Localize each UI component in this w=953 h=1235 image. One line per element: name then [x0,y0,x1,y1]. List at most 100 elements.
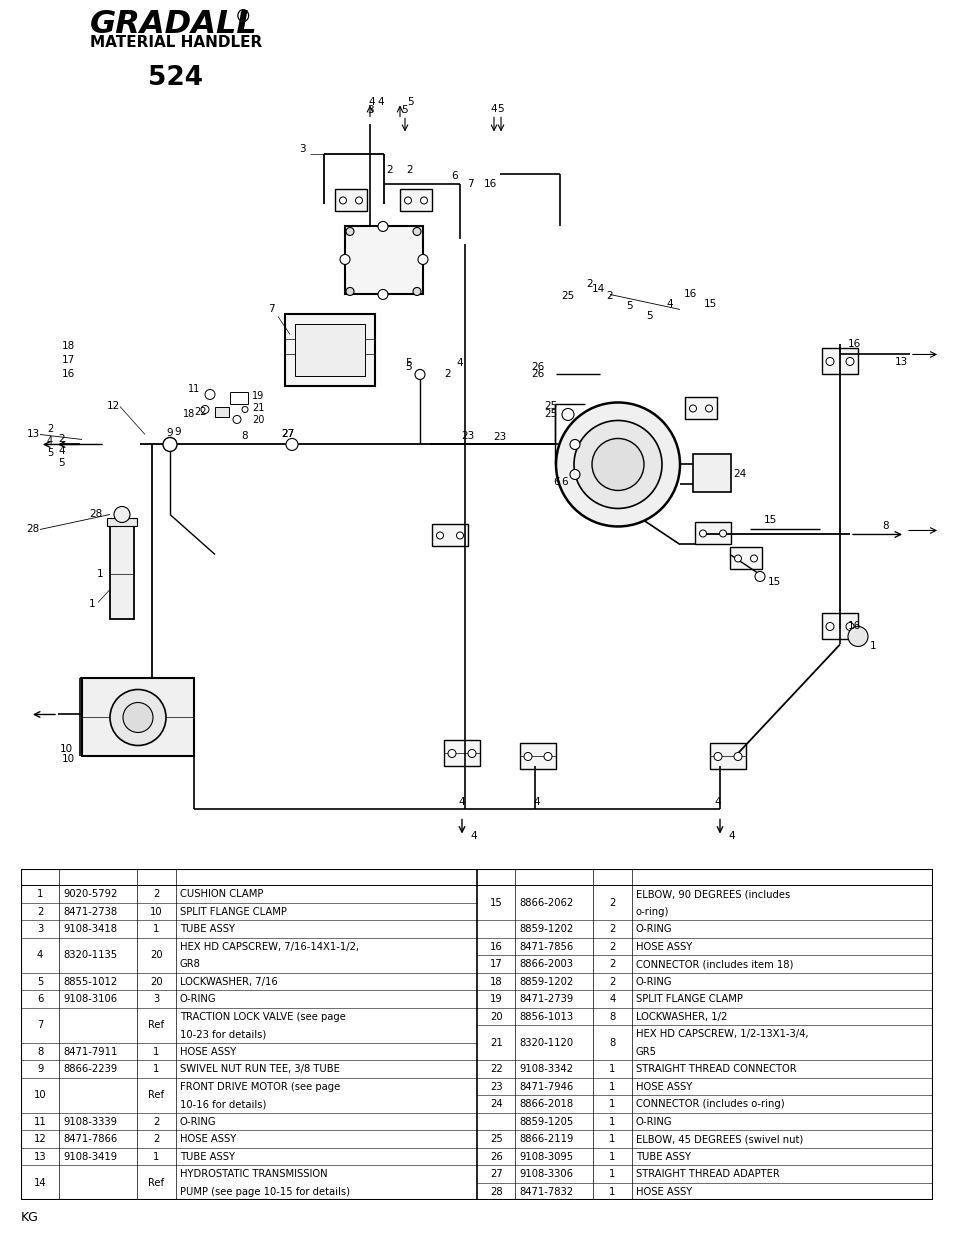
Text: 1: 1 [96,569,103,579]
Text: 19: 19 [489,994,502,1004]
Circle shape [689,405,696,412]
Bar [214,408,229,417]
Circle shape [201,405,209,414]
Circle shape [561,409,574,420]
Text: 23: 23 [461,431,475,441]
Text: 1: 1 [609,1152,615,1162]
Text: 22: 22 [489,1065,502,1074]
Text: 5: 5 [405,358,412,368]
Text: SPLIT FLANGE CLAMP: SPLIT FLANGE CLAMP [179,906,286,916]
Text: 8471-2738: 8471-2738 [63,906,117,916]
Circle shape [205,389,214,399]
Text: 28: 28 [90,510,103,520]
Text: HOSE ASSY: HOSE ASSY [179,1046,235,1057]
Circle shape [404,196,411,204]
Circle shape [377,289,388,299]
Text: 5: 5 [405,362,412,373]
Text: 9108-3339: 9108-3339 [63,1116,117,1126]
Text: 8866-2119: 8866-2119 [518,1134,573,1144]
Text: TUBE ASSY: TUBE ASSY [179,1152,234,1162]
Text: 23: 23 [489,1082,502,1092]
Text: 8471-2739: 8471-2739 [518,994,573,1004]
Circle shape [574,420,661,509]
Text: 7: 7 [268,305,274,315]
Bar [695,522,730,545]
Circle shape [713,752,721,761]
Text: 2: 2 [153,1116,159,1126]
Text: HOSE ASSY: HOSE ASSY [635,1187,691,1197]
Text: 14: 14 [591,284,604,294]
Text: 16: 16 [847,621,861,631]
Text: 21: 21 [252,404,264,414]
Text: 524: 524 [148,64,203,90]
Bar [345,226,422,294]
Text: 6: 6 [553,478,559,488]
Text: 1: 1 [153,1152,159,1162]
Text: 2: 2 [606,291,613,301]
Text: 4: 4 [376,98,383,107]
Circle shape [468,750,476,757]
Text: GRADALL: GRADALL [90,9,257,40]
Text: 13: 13 [33,1152,47,1162]
Text: PUMP (see page 10-15 for details): PUMP (see page 10-15 for details) [179,1187,350,1197]
Text: 1: 1 [609,1099,615,1109]
Text: 24: 24 [489,1099,502,1109]
Text: 28: 28 [27,525,40,535]
Text: 2: 2 [153,1134,159,1144]
Text: 2: 2 [47,425,53,435]
Text: 15: 15 [702,299,716,310]
Text: 18: 18 [489,977,502,987]
Text: STRAIGHT THREAD ADAPTER: STRAIGHT THREAD ADAPTER [635,1170,779,1179]
Text: 8859-1205: 8859-1205 [518,1116,573,1126]
Circle shape [123,703,152,732]
Text: SWIVEL NUT RUN TEE, 3/8 TUBE: SWIVEL NUT RUN TEE, 3/8 TUBE [179,1065,339,1074]
Text: 8: 8 [609,1037,615,1047]
Text: 9108-3106: 9108-3106 [63,994,117,1004]
Text: 9108-3342: 9108-3342 [518,1065,573,1074]
Bar [821,614,857,640]
Circle shape [377,221,388,231]
Circle shape [847,626,867,646]
Text: 4: 4 [37,951,43,961]
Text: 27: 27 [281,430,294,440]
Bar [110,525,133,620]
Text: 2: 2 [406,165,413,175]
Text: 2: 2 [586,279,593,289]
Text: LOCKWASHER, 7/16: LOCKWASHER, 7/16 [179,977,277,987]
Text: 16: 16 [61,369,74,379]
Text: Ref: Ref [149,1020,164,1030]
Bar [82,678,193,757]
Text: 8: 8 [37,1046,43,1057]
Text: O-RING: O-RING [179,994,216,1004]
Text: 25: 25 [544,410,558,420]
Text: 4: 4 [368,98,375,107]
Text: 4: 4 [666,299,673,310]
Text: 1: 1 [609,1170,615,1179]
Text: 1: 1 [869,641,876,652]
Text: 14: 14 [33,1178,47,1188]
Circle shape [523,752,532,761]
Circle shape [569,440,579,450]
Circle shape [448,750,456,757]
Circle shape [456,532,463,538]
Text: 24: 24 [732,469,745,479]
Text: MATERIAL HANDLER: MATERIAL HANDLER [90,35,262,49]
Bar [335,189,367,211]
Text: O-RING: O-RING [179,1116,216,1126]
Circle shape [346,227,354,236]
Text: 4: 4 [533,798,539,808]
Text: 8866-2018: 8866-2018 [518,1099,573,1109]
Circle shape [569,469,579,479]
Text: Ref: Ref [149,1178,164,1188]
Text: 11: 11 [33,1116,47,1126]
Text: TUBE ASSY: TUBE ASSY [635,1152,690,1162]
Text: 12: 12 [107,401,120,411]
Text: 25: 25 [544,401,558,411]
Text: 6: 6 [561,478,568,488]
Text: 16: 16 [682,289,696,299]
Text: TRACTION LOCK VALVE (see page: TRACTION LOCK VALVE (see page [179,1011,345,1021]
Text: GR8: GR8 [179,960,200,969]
Circle shape [413,227,420,236]
Text: 1: 1 [609,1065,615,1074]
Text: 2: 2 [386,165,393,175]
